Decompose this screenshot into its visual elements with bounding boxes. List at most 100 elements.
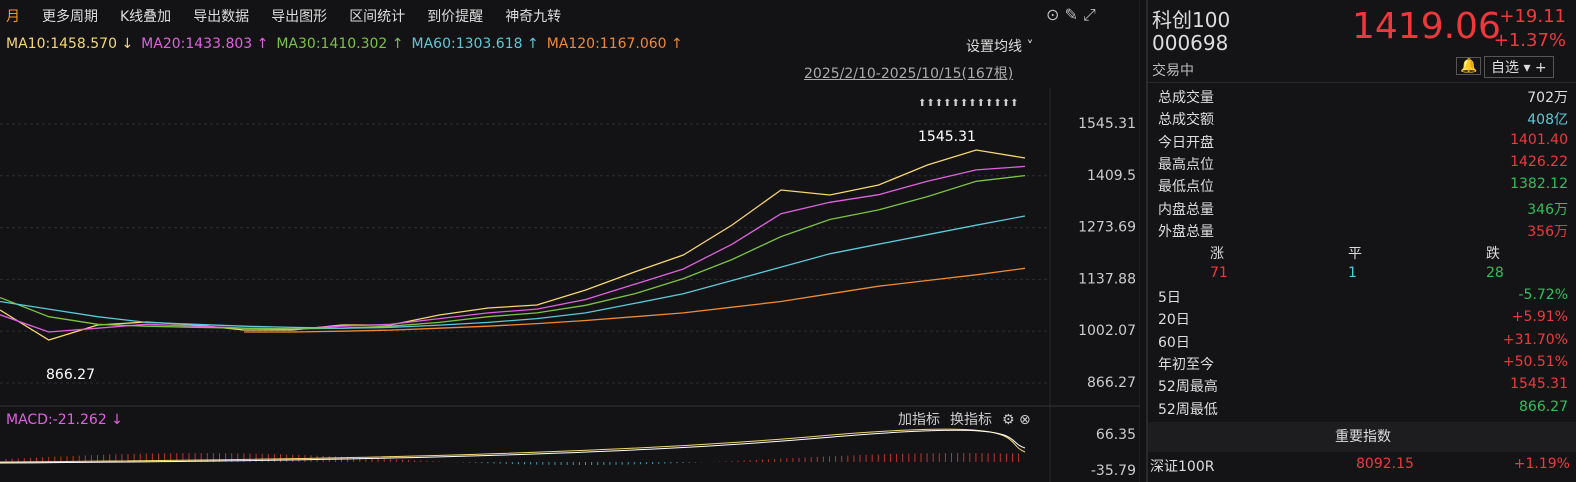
ma-settings[interactable]: 设置均线 ˅ xyxy=(966,39,1034,55)
stat-value: 702万 xyxy=(1527,90,1568,106)
stat-label: 总成交量 xyxy=(1158,90,1214,106)
stat-label: 52周最低 xyxy=(1158,401,1218,418)
stat-row: 5日 -5.72% xyxy=(1158,287,1568,309)
stat-row: 52周最高 1545.31 xyxy=(1158,376,1568,398)
menu-item[interactable]: 区间统计 xyxy=(349,9,406,25)
index-name: 深证100R xyxy=(1150,459,1215,475)
stat-value: 1426.22 xyxy=(1510,153,1568,170)
breadth-value: 71 xyxy=(1210,265,1228,281)
stat-row: 60日 +31.70% xyxy=(1158,332,1568,354)
ma-label: MA120:1167.060 ↑ xyxy=(546,36,683,52)
stat-value: 1401.40 xyxy=(1510,131,1568,148)
decor: ⬆⬆⬆⬆⬆⬆⬆⬆⬆⬆⬆⬆ xyxy=(918,98,1019,109)
stat-label: 5日 xyxy=(1158,290,1181,306)
ma-line xyxy=(0,174,1026,330)
stat-value: 1382.12 xyxy=(1510,176,1568,193)
y-tick-label: 1002.07 xyxy=(1078,323,1136,339)
annotation: 866.27 xyxy=(46,367,95,383)
menu-item[interactable]: 月 xyxy=(6,9,20,25)
stat-label: 外盘总量 xyxy=(1158,223,1214,240)
macd-tick: 66.35 xyxy=(1096,427,1136,443)
stat-label: 52周最高 xyxy=(1158,379,1218,396)
stat-label: 20日 xyxy=(1158,312,1190,329)
menu-item[interactable]: 更多周期 xyxy=(42,9,98,25)
macd-line xyxy=(0,428,1026,463)
stat-label: 最低点位 xyxy=(1158,179,1214,196)
watch-label: 自选 xyxy=(1491,60,1519,76)
stat-value: +31.70% xyxy=(1502,331,1568,348)
stat-value: 866.27 xyxy=(1519,398,1568,415)
stat-label: 内盘总量 xyxy=(1158,201,1214,218)
ma-label: MA20:1433.803 ↑ xyxy=(141,36,269,52)
stat-label: 今日开盘 xyxy=(1158,134,1214,151)
y-tick-label: 1137.88 xyxy=(1078,271,1136,287)
ma-line xyxy=(0,165,1026,333)
breadth-header: 涨 xyxy=(1210,246,1224,262)
stat-row: 总成交量 702万 xyxy=(1158,87,1568,109)
status: 交易中 xyxy=(1152,63,1194,79)
ma-line xyxy=(0,215,1026,329)
index-price: 8092.15 xyxy=(1356,456,1414,472)
y-tick-label: 1409.5 xyxy=(1087,168,1136,184)
index-pct: +1.19% xyxy=(1513,456,1570,472)
annotation: 1545.31 xyxy=(918,129,976,145)
watch-button[interactable]: 自选 ▾ + xyxy=(1484,56,1554,78)
menu-item[interactable]: 神奇九转 xyxy=(505,9,562,25)
stat-label: 最高点位 xyxy=(1158,156,1214,173)
price: 1419.06 xyxy=(1352,6,1501,47)
stat-value: 346万 xyxy=(1527,201,1568,218)
stat-label: 总成交额 xyxy=(1158,112,1214,129)
stat-row: 20日 +5.91% xyxy=(1158,309,1568,331)
stat-value: +50.51% xyxy=(1502,353,1568,370)
quote-panel: 科创100 000698 交易中 1419.06 +19.11 +1.37% 🔔… xyxy=(1146,0,1576,482)
breadth-header: 跌 xyxy=(1486,246,1500,262)
menu-item[interactable]: 导出图形 xyxy=(271,9,328,25)
stat-row: 最高点位 1426.22 xyxy=(1158,154,1568,176)
toolbar: 月 更多周期 K线叠加 导出数据 导出图形 区间统计 到价提醒 神奇九转 xyxy=(6,6,583,26)
stat-value: 1545.31 xyxy=(1510,376,1568,393)
breadth-value: 28 xyxy=(1486,265,1504,281)
stat-label: 60日 xyxy=(1158,334,1190,351)
menu-item[interactable]: 导出数据 xyxy=(193,9,250,25)
name: 科创100 xyxy=(1152,8,1231,32)
stat-row: 总成交额 408亿 xyxy=(1158,109,1568,131)
pct: +1.37% xyxy=(1493,30,1566,51)
code: 000698 xyxy=(1152,31,1229,55)
tool-icons[interactable]: ⊙ ✎ ⤢ xyxy=(1046,5,1096,24)
button[interactable]: 加指标 xyxy=(898,412,940,428)
stat-row: 内盘总量 346万 xyxy=(1158,199,1568,221)
index-title: 重要指数 xyxy=(1148,422,1576,452)
stat-value: +5.91% xyxy=(1511,309,1568,326)
date-range: 2025/2/10-2025/10/15(167根) xyxy=(804,66,1014,82)
sep xyxy=(1148,82,1576,83)
macd-line xyxy=(0,429,1026,464)
stat-label: 年初至今 xyxy=(1158,356,1214,373)
alert-button[interactable]: 🔔 xyxy=(1456,57,1482,75)
chart: ⬆⬆⬆⬆⬆⬆⬆⬆⬆⬆⬆⬆ 1545.31 866.27 MACD:-21.262… xyxy=(0,0,1140,482)
stat-row: 年初至今 +50.51% xyxy=(1158,354,1568,376)
ma-label: MA60:1303.618 ↑ xyxy=(411,36,539,52)
ma-label: MA10:1458.570 ↓ xyxy=(6,36,134,52)
stat-value: 408亿 xyxy=(1527,112,1568,129)
change: +19.11 xyxy=(1499,6,1566,27)
index-row[interactable]: 深证100R 8092.15 +1.19% xyxy=(1150,456,1570,478)
ma-label: MA30:1410.302 ↑ xyxy=(276,36,404,52)
stat-row: 今日开盘 1401.40 xyxy=(1158,132,1568,154)
y-tick-label: 1273.69 xyxy=(1078,220,1136,236)
stat-row: 外盘总量 356万 xyxy=(1158,221,1568,243)
y-tick-label: 1545.31 xyxy=(1078,116,1136,132)
breadth-header: 平 xyxy=(1348,246,1362,262)
ma-line xyxy=(244,267,1026,333)
stat-row: 最低点位 1382.12 xyxy=(1158,176,1568,198)
menu-item[interactable]: 到价提醒 xyxy=(427,9,484,25)
stat-value: -5.72% xyxy=(1518,287,1568,303)
stat-row: 52周最低 866.27 xyxy=(1158,399,1568,421)
button[interactable]: 换指标 xyxy=(950,411,992,428)
macd-label: MACD:-21.262 ↓ xyxy=(6,412,123,428)
menu-item[interactable]: K线叠加 xyxy=(120,9,172,25)
stat-value: 356万 xyxy=(1527,223,1568,240)
macd-tick: -35.79 xyxy=(1091,463,1136,479)
icon[interactable]: ⚙ ⊗ xyxy=(1002,412,1031,428)
breadth-value: 1 xyxy=(1348,265,1357,281)
